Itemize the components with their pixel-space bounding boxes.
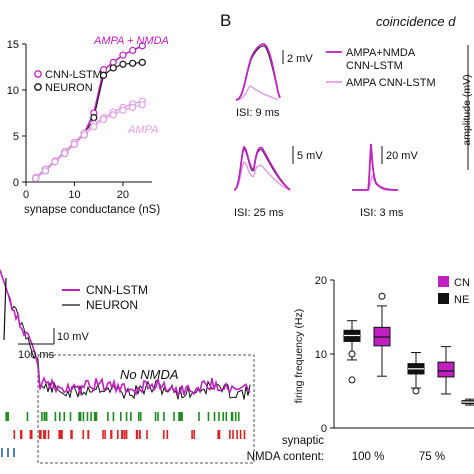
data-point [70, 140, 79, 148]
trace-isi3-cnn [352, 143, 399, 191]
data-point [138, 58, 146, 67]
x-tick-label: 0 [23, 189, 29, 201]
data-point [90, 113, 98, 122]
legend-label-neuron: NEURON [45, 82, 93, 94]
panel-c-scalebar-v-label: 10 mV [57, 331, 89, 343]
panel-b-label: B [220, 11, 231, 30]
panel-a-annotation-ampa: AMPA [127, 124, 158, 136]
panel-d-chart: 0 10 20 firing frequency (Hz) CN NE synapt… [247, 275, 474, 463]
panel-a-annotation-ampa-nmda: AMPA + NMDA [93, 35, 169, 47]
legend-marker-neuron [34, 83, 42, 91]
data-point [119, 106, 127, 114]
panel-d-legend-swatch-cnn [438, 276, 449, 287]
panel-b-title: coincidence d [376, 14, 456, 29]
data-point [99, 115, 108, 124]
trace-isi25-label: ISI: 25 ms [234, 207, 284, 219]
data-point [138, 101, 146, 109]
panel-d-xlabel-row1: synaptic [282, 435, 324, 447]
data-point [119, 60, 127, 68]
data-point [51, 158, 59, 166]
data-point [41, 167, 49, 175]
y-tick-label: 20 [315, 275, 327, 287]
panel-c-no-nmda-box [37, 354, 255, 464]
box-outlier [348, 350, 356, 358]
data-point [129, 46, 137, 55]
data-point [99, 71, 108, 79]
box-outlier [412, 387, 420, 395]
trace-isi9-ampa-cnn [235, 85, 279, 101]
panel-c-no-nmda-label: No NMDA [120, 367, 179, 382]
box-3 [437, 361, 455, 378]
panel-c-spike [3, 277, 7, 341]
series-line-3 [35, 104, 143, 179]
data-point [109, 111, 117, 119]
trace-isi9-cnn [235, 43, 281, 101]
trace-isi25-scalebar-label: 5 mV [297, 150, 323, 162]
panel-c: CNN-LSTM NEURON 10 mV 100 ms No NMDA [0, 269, 255, 464]
y-tick-label: 0 [13, 177, 19, 189]
y-tick-label: 10 [315, 349, 327, 361]
data-point [32, 174, 40, 182]
panel-d-legend-swatch-neuron [438, 293, 449, 304]
panel-b-legend-ampa-cnn: AMPA CNN-LSTM [346, 77, 436, 89]
legend-label-cnn-lstm: CNN-LSTM [45, 69, 102, 81]
panel-d-legend-cnn: CN [454, 277, 470, 289]
box-outlier [378, 292, 386, 300]
trace-isi25-cnn [233, 146, 291, 191]
trace-isi9-label: ISI: 9 ms [236, 107, 280, 119]
panel-c-trace-cnn [0, 269, 251, 398]
data-point [61, 149, 69, 158]
panel-b-legend-cnn-lstm: CNN-LSTM [346, 60, 403, 72]
data-point [129, 59, 137, 67]
box-outlier [348, 376, 356, 384]
y-tick-label: 5 [13, 131, 19, 143]
panel-c-legend-neuron: NEURON [86, 298, 138, 312]
x-tick-label: 10 [68, 189, 80, 201]
series-line-0 [35, 45, 143, 178]
panel-a-chart: 0 10 20 0 5 10 15 AMPA + NMDA AMPA CNN-LSTM NE… [7, 35, 169, 216]
panel-d-category-100: 100 % [352, 451, 385, 463]
panel-d-xlabel-row2: NMDA content: [247, 451, 324, 463]
data-point [129, 103, 137, 112]
data-point [109, 64, 117, 72]
data-point [80, 131, 88, 139]
trace-isi9-scalebar-label: 2 mV [287, 53, 313, 65]
data-point [90, 123, 98, 131]
y-tick-label: 0 [321, 423, 327, 435]
y-tick-label: 10 [7, 85, 19, 97]
y-tick-label: 15 [7, 39, 19, 51]
panel-b-y-axis-label: amplitude (mV) [461, 74, 473, 145]
series-line-2 [35, 100, 143, 178]
panel-d-legend-neuron: NE [454, 294, 469, 306]
x-tick-label: 20 [117, 189, 129, 201]
panel-d-category-75: 75 % [419, 451, 445, 463]
panel-c-legend-cnn-lstm: CNN-LSTM [86, 283, 148, 297]
panel-a-x-axis-label: synapse conductance (nS) [24, 204, 160, 216]
panel-b: B coincidence d amplitude (mV) 2 mV ISI:… [220, 11, 473, 219]
trace-isi3-label: ISI: 3 ms [360, 207, 404, 219]
data-point [119, 51, 127, 59]
trace-isi3-scalebar-label: 20 mV [386, 150, 418, 162]
data-point [138, 42, 146, 50]
legend-marker-cnn-lstm [34, 70, 42, 78]
panel-c-scalebar-t-label: 100 ms [18, 349, 55, 361]
panel-b-legend-ampa-nmda: AMPA+NMDA [346, 47, 416, 59]
trace-isi25-ampa-cnn [233, 161, 291, 191]
panel-d-y-axis-label: firing frequency (Hz) [293, 309, 305, 404]
